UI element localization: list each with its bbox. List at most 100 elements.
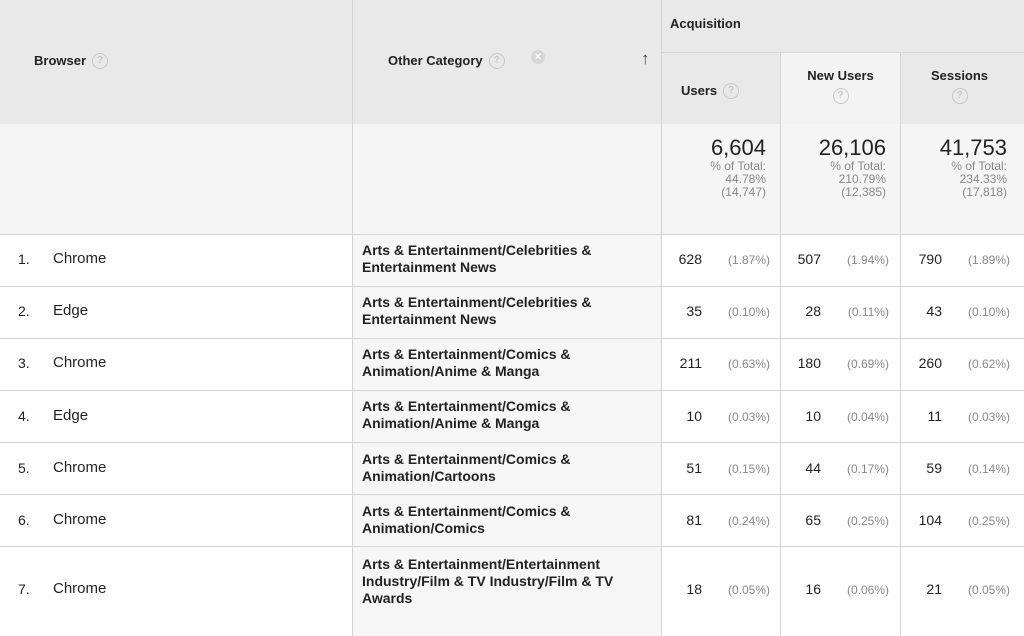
row-sessions-pct: (0.14%) (967, 462, 1010, 476)
row-number: 2. (18, 303, 30, 319)
row-users-pct: (0.63%) (727, 357, 770, 371)
total-sessions: 41,753 % of Total: 234.33% (17,818) (901, 136, 1007, 199)
row-sessions: 21 (926, 581, 942, 597)
divider (661, 0, 662, 636)
row-new-users-pct: (1.94%) (846, 253, 889, 267)
row-users: 18 (686, 581, 702, 597)
row-sessions: 104 (918, 512, 942, 528)
row-browser[interactable]: Edge (53, 302, 89, 319)
row-new-users-pct: (0.25%) (846, 514, 889, 528)
total-users-value: 6,604 (710, 135, 766, 160)
new-users-header-label: New Users (807, 68, 874, 83)
row-browser[interactable]: Chrome (53, 459, 107, 476)
totals-row (0, 124, 1024, 235)
row-browser[interactable]: Chrome (53, 354, 107, 371)
divider (780, 53, 781, 636)
row-users: 10 (686, 408, 702, 424)
browser-header-label: Browser (34, 53, 87, 68)
row-sessions-pct: (0.05%) (967, 583, 1010, 597)
divider (352, 0, 353, 636)
row-users: 35 (686, 303, 702, 319)
column-header-browser[interactable]: Browser? (0, 0, 352, 124)
total-new-users-pct: 210.79% (838, 172, 886, 186)
row-users-pct: (0.05%) (727, 583, 770, 597)
sessions-header-label: Sessions (930, 68, 989, 83)
row-users: 51 (686, 460, 702, 476)
row-new-users: 180 (797, 355, 821, 371)
help-icon[interactable]: ? (488, 52, 505, 69)
column-header-sessions[interactable]: Sessions ? (901, 53, 1024, 124)
row-new-users-pct: (0.69%) (846, 357, 889, 371)
row-number: 7. (18, 581, 30, 597)
row-new-users: 507 (797, 251, 821, 267)
row-browser[interactable]: Chrome (53, 580, 107, 597)
category-column-band (353, 235, 661, 636)
column-header-users[interactable]: Users? (662, 53, 780, 124)
row-sessions: 790 (918, 251, 942, 267)
other-category-header-label: Other Category (388, 53, 483, 68)
row-number: 3. (18, 355, 30, 371)
row-users: 211 (679, 355, 702, 371)
help-icon[interactable]: ? (92, 52, 109, 69)
remove-dimension-icon[interactable]: × (531, 50, 545, 64)
divider (662, 52, 1024, 53)
acquisition-header-label: Acquisition (670, 16, 741, 31)
row-category[interactable]: Arts & Entertainment/Celebrities & Enter… (362, 242, 592, 275)
divider (0, 234, 1024, 235)
row-new-users: 16 (805, 581, 821, 597)
row-users-pct: (0.15%) (727, 462, 770, 476)
row-sessions: 11 (927, 408, 942, 424)
row-new-users-pct: (0.06%) (846, 583, 889, 597)
row-browser[interactable]: Edge (53, 407, 89, 424)
row-browser[interactable]: Chrome (53, 511, 107, 528)
row-users-pct: (0.24%) (727, 514, 770, 528)
row-new-users: 65 (805, 512, 821, 528)
divider (0, 442, 1024, 443)
row-new-users: 44 (805, 460, 821, 476)
row-users-pct: (0.03%) (727, 410, 770, 424)
row-users-pct: (1.87%) (727, 253, 770, 267)
help-icon[interactable]: ? (723, 82, 740, 99)
total-new-users-value: 26,106 (818, 135, 886, 160)
row-new-users: 10 (805, 408, 821, 424)
row-sessions-pct: (1.89%) (967, 253, 1010, 267)
column-group-acquisition: Acquisition (662, 0, 1024, 52)
help-icon[interactable]: ? (832, 88, 849, 104)
row-users-pct: (0.10%) (727, 305, 770, 319)
row-sessions: 43 (926, 303, 942, 319)
total-users-total: (14,747) (721, 185, 766, 199)
row-category[interactable]: Arts & Entertainment/Comics & Animation/… (362, 451, 571, 484)
sort-ascending-icon[interactable]: ↑ (641, 49, 650, 68)
row-category[interactable]: Arts & Entertainment/Comics & Animation/… (362, 346, 571, 379)
row-browser[interactable]: Chrome (53, 250, 107, 267)
row-sessions: 59 (926, 460, 942, 476)
row-category[interactable]: Arts & Entertainment/Comics & Animation/… (362, 398, 571, 431)
divider (900, 53, 901, 636)
row-number: 5. (18, 460, 30, 476)
divider (0, 286, 1024, 287)
row-sessions-pct: (0.10%) (967, 305, 1010, 319)
row-users: 628 (678, 251, 702, 267)
total-users-pct-label: % of Total: (710, 159, 766, 173)
row-sessions-pct: (0.62%) (967, 357, 1010, 371)
row-new-users: 28 (805, 303, 821, 319)
row-users: 81 (686, 512, 702, 528)
row-sessions: 260 (918, 355, 942, 371)
divider (0, 390, 1024, 391)
total-sessions-pct: 234.33% (959, 172, 1007, 186)
row-category[interactable]: Arts & Entertainment/Entertainment Indus… (362, 556, 614, 606)
row-new-users-pct: (0.11%) (847, 305, 889, 319)
divider (0, 338, 1024, 339)
total-new-users-total: (12,385) (841, 185, 886, 199)
row-category[interactable]: Arts & Entertainment/Celebrities & Enter… (362, 294, 592, 327)
row-category[interactable]: Arts & Entertainment/Comics & Animation/… (362, 503, 571, 536)
row-number: 6. (18, 512, 30, 528)
column-header-new-users[interactable]: New Users ? (781, 53, 900, 124)
help-icon[interactable]: ? (951, 88, 968, 104)
total-users-pct: 44.78% (725, 172, 766, 186)
row-new-users-pct: (0.17%) (846, 462, 889, 476)
total-sessions-pct-label: % of Total: (951, 159, 1007, 173)
column-header-other-category[interactable]: Other Category? × ↑ (353, 0, 661, 124)
row-number: 1. (18, 251, 30, 267)
